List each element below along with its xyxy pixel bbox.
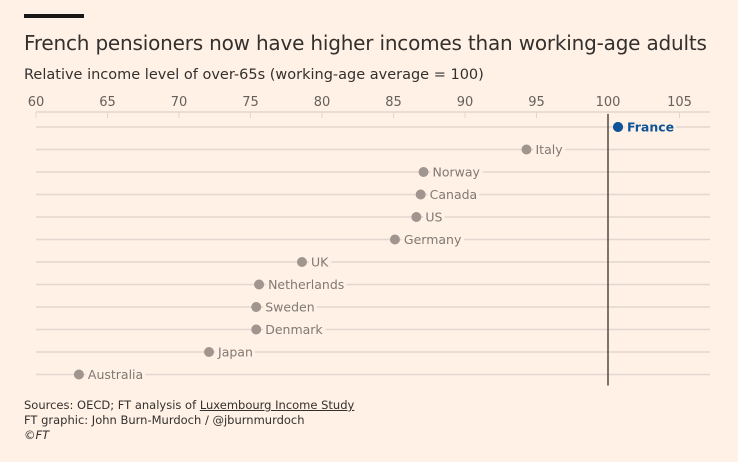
country-label: Netherlands bbox=[268, 277, 344, 292]
data-point bbox=[73, 369, 84, 380]
sources-line: Sources: OECD; FT analysis of Luxembourg… bbox=[24, 398, 354, 413]
label-mask bbox=[263, 304, 317, 310]
x-tick-label: 80 bbox=[314, 95, 331, 110]
country-label: UK bbox=[311, 255, 329, 270]
x-tick-label: 95 bbox=[528, 95, 545, 110]
x-tick-label: 70 bbox=[171, 95, 188, 110]
chart-subtitle: Relative income level of over-65s (worki… bbox=[24, 67, 484, 83]
country-label: Germany bbox=[404, 232, 462, 247]
ft-top-rule bbox=[24, 14, 84, 18]
data-point bbox=[251, 302, 262, 312]
label-mask bbox=[215, 349, 255, 355]
country-label: France bbox=[627, 120, 674, 135]
data-point bbox=[411, 212, 422, 222]
label-mask bbox=[430, 169, 483, 175]
x-tick-label: 60 bbox=[28, 95, 45, 110]
country-label: Italy bbox=[535, 142, 563, 157]
graphic-credit: FT graphic: John Burn-Murdoch / @jburnmu… bbox=[24, 413, 305, 427]
chart-footer: Sources: OECD; FT analysis of Luxembourg… bbox=[24, 398, 354, 443]
label-mask bbox=[263, 326, 326, 333]
chart-title: French pensioners now have higher income… bbox=[24, 31, 707, 55]
country-label: Japan bbox=[217, 345, 253, 360]
label-mask bbox=[533, 146, 566, 153]
country-label: Denmark bbox=[265, 322, 323, 337]
label-mask bbox=[423, 214, 445, 220]
dot-plot-chart: 60 65 70 75 80 85 90 95 100 105 France Italy Norway C… bbox=[28, 95, 710, 386]
x-tick-label: 105 bbox=[667, 95, 692, 110]
data-point bbox=[251, 324, 262, 335]
label-mask bbox=[401, 236, 464, 243]
x-tick-label: 75 bbox=[242, 95, 259, 110]
sources-prefix: Sources: OECD; FT analysis of bbox=[24, 398, 200, 412]
copyright: ©FT bbox=[24, 428, 50, 442]
country-label: Sweden bbox=[265, 300, 314, 315]
x-tick-label: 100 bbox=[596, 95, 621, 110]
x-tick-label: 90 bbox=[457, 95, 474, 110]
data-point bbox=[418, 167, 429, 177]
country-label: Australia bbox=[88, 367, 143, 382]
label-mask bbox=[427, 191, 480, 198]
data-point bbox=[521, 144, 532, 155]
label-mask bbox=[625, 124, 677, 130]
data-point bbox=[254, 279, 265, 290]
country-label: US bbox=[425, 210, 442, 225]
sources-link[interactable]: Luxembourg Income Study bbox=[199, 398, 355, 412]
label-mask bbox=[308, 259, 332, 265]
data-point bbox=[415, 189, 426, 200]
highlight-point bbox=[613, 122, 624, 132]
data-point bbox=[204, 347, 215, 357]
label-mask bbox=[266, 281, 347, 288]
label-mask bbox=[85, 371, 146, 378]
x-tick-label: 65 bbox=[99, 95, 116, 110]
data-point bbox=[296, 257, 307, 267]
data-point bbox=[389, 234, 400, 245]
country-label: Canada bbox=[430, 187, 478, 202]
country-label: Norway bbox=[433, 165, 481, 180]
x-tick-label: 85 bbox=[385, 95, 402, 110]
